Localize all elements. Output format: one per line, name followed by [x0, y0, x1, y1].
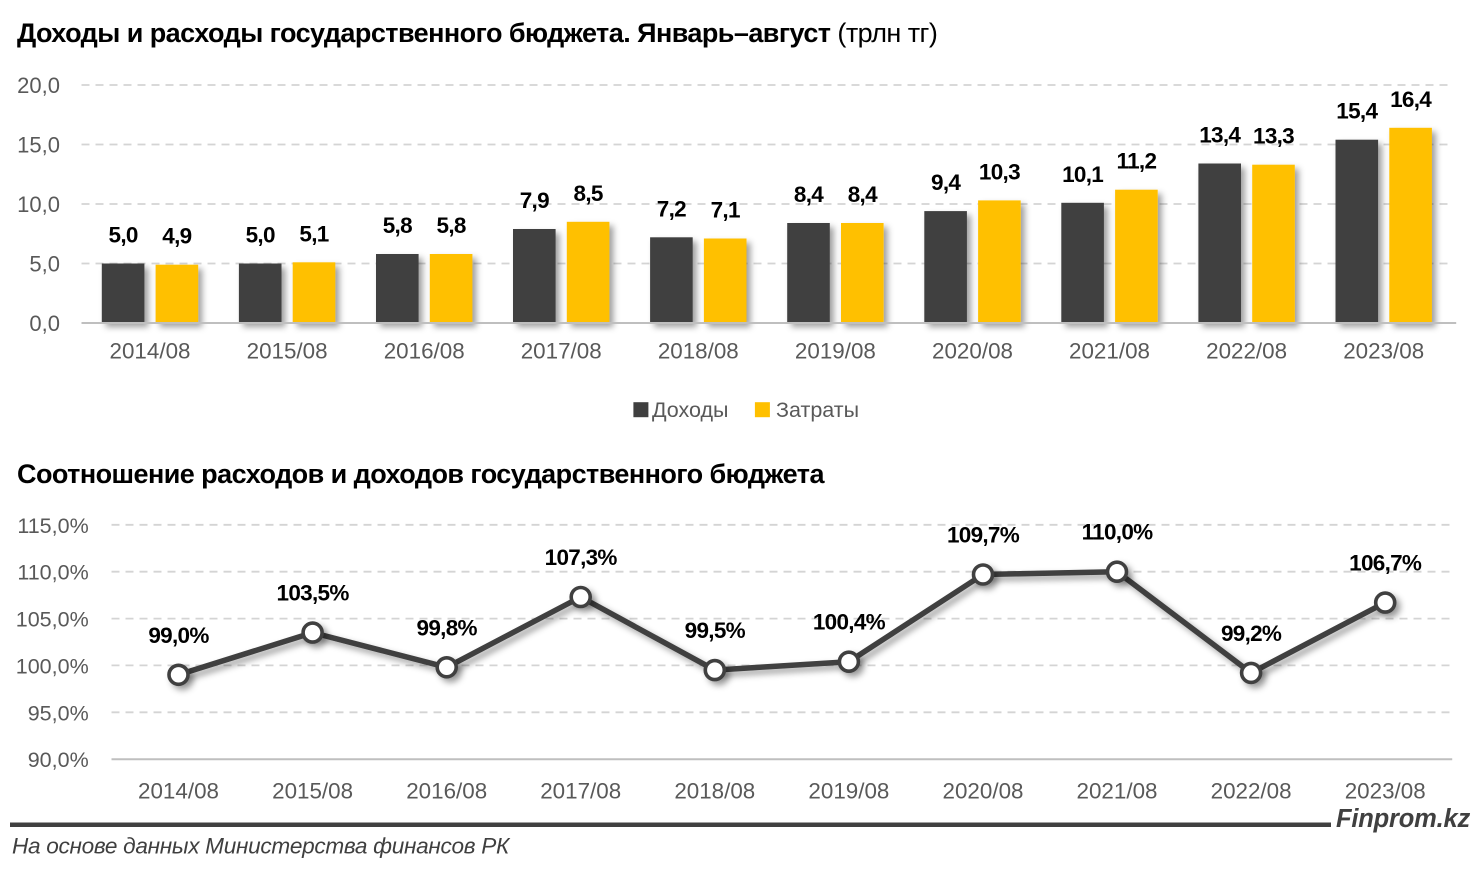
svg-text:99,0%: 99,0% [148, 623, 209, 648]
svg-text:8,4: 8,4 [794, 182, 824, 207]
svg-text:13,4: 13,4 [1199, 123, 1241, 148]
svg-text:15,4: 15,4 [1336, 99, 1378, 124]
svg-text:Соотношение расходов и доходов: Соотношение расходов и доходов государст… [17, 459, 825, 489]
svg-text:99,2%: 99,2% [1221, 621, 1282, 646]
svg-text:109,7%: 109,7% [947, 523, 1020, 548]
svg-text:2016/08: 2016/08 [384, 339, 465, 364]
svg-text:2015/08: 2015/08 [247, 339, 328, 364]
svg-text:8,5: 8,5 [574, 181, 603, 206]
svg-text:103,5%: 103,5% [277, 581, 350, 606]
svg-text:10,0: 10,0 [17, 192, 60, 217]
svg-text:2019/08: 2019/08 [795, 339, 876, 364]
svg-text:106,7%: 106,7% [1349, 551, 1422, 576]
svg-text:5,0: 5,0 [246, 223, 275, 248]
svg-text:7,9: 7,9 [520, 188, 549, 213]
svg-text:15,0: 15,0 [17, 133, 60, 158]
svg-text:2022/08: 2022/08 [1211, 779, 1292, 804]
svg-text:2023/08: 2023/08 [1343, 339, 1424, 364]
svg-text:2018/08: 2018/08 [674, 779, 755, 804]
svg-text:5,0: 5,0 [109, 223, 138, 248]
svg-text:2019/08: 2019/08 [808, 779, 889, 804]
svg-text:16,4: 16,4 [1390, 87, 1432, 112]
svg-text:2023/08: 2023/08 [1345, 779, 1426, 804]
svg-text:0,0: 0,0 [29, 311, 60, 336]
svg-text:2014/08: 2014/08 [138, 779, 219, 804]
svg-text:2022/08: 2022/08 [1206, 339, 1287, 364]
svg-text:10,3: 10,3 [979, 159, 1020, 184]
svg-text:2017/08: 2017/08 [540, 779, 621, 804]
svg-text:110,0%: 110,0% [17, 561, 88, 585]
svg-text:13,3: 13,3 [1253, 124, 1294, 149]
svg-text:2020/08: 2020/08 [943, 779, 1024, 804]
svg-text:Доходы: Доходы [652, 398, 729, 422]
svg-text:95,0%: 95,0% [28, 701, 89, 725]
svg-text:2015/08: 2015/08 [272, 779, 353, 804]
svg-text:2016/08: 2016/08 [406, 779, 487, 804]
svg-text:2017/08: 2017/08 [521, 339, 602, 364]
svg-text:110,0%: 110,0% [1082, 520, 1154, 545]
svg-text:11,2: 11,2 [1117, 149, 1157, 174]
svg-text:99,8%: 99,8% [417, 615, 478, 640]
svg-text:10,1: 10,1 [1062, 162, 1103, 187]
svg-text:115,0%: 115,0% [17, 514, 88, 538]
svg-text:Finprom.kz: Finprom.kz [1336, 805, 1470, 833]
svg-text:2021/08: 2021/08 [1077, 779, 1158, 804]
svg-text:7,1: 7,1 [711, 198, 740, 223]
svg-text:100,0%: 100,0% [16, 654, 89, 678]
svg-text:5,8: 5,8 [437, 213, 466, 238]
svg-text:На основе данных Министерства: На основе данных Министерства финансов Р… [12, 834, 511, 859]
svg-text:20,0: 20,0 [17, 73, 60, 98]
svg-text:90,0%: 90,0% [28, 748, 89, 772]
svg-text:4,9: 4,9 [162, 224, 191, 249]
svg-text:2020/08: 2020/08 [932, 339, 1013, 364]
svg-text:Доходы и расходы государственн: Доходы и расходы государственного бюджет… [17, 18, 937, 48]
svg-text:2018/08: 2018/08 [658, 339, 739, 364]
svg-text:107,3%: 107,3% [545, 545, 618, 570]
svg-text:9,4: 9,4 [931, 170, 961, 195]
svg-text:7,2: 7,2 [657, 196, 686, 221]
svg-text:5,8: 5,8 [383, 213, 412, 238]
svg-text:8,4: 8,4 [848, 182, 878, 207]
svg-text:5,1: 5,1 [299, 221, 328, 246]
svg-text:2014/08: 2014/08 [110, 339, 191, 364]
svg-text:99,5%: 99,5% [685, 618, 746, 643]
svg-text:Затраты: Затраты [776, 398, 859, 422]
svg-text:2021/08: 2021/08 [1069, 339, 1150, 364]
svg-text:105,0%: 105,0% [16, 608, 89, 632]
svg-text:100,4%: 100,4% [813, 610, 886, 635]
svg-text:5,0: 5,0 [29, 252, 60, 277]
